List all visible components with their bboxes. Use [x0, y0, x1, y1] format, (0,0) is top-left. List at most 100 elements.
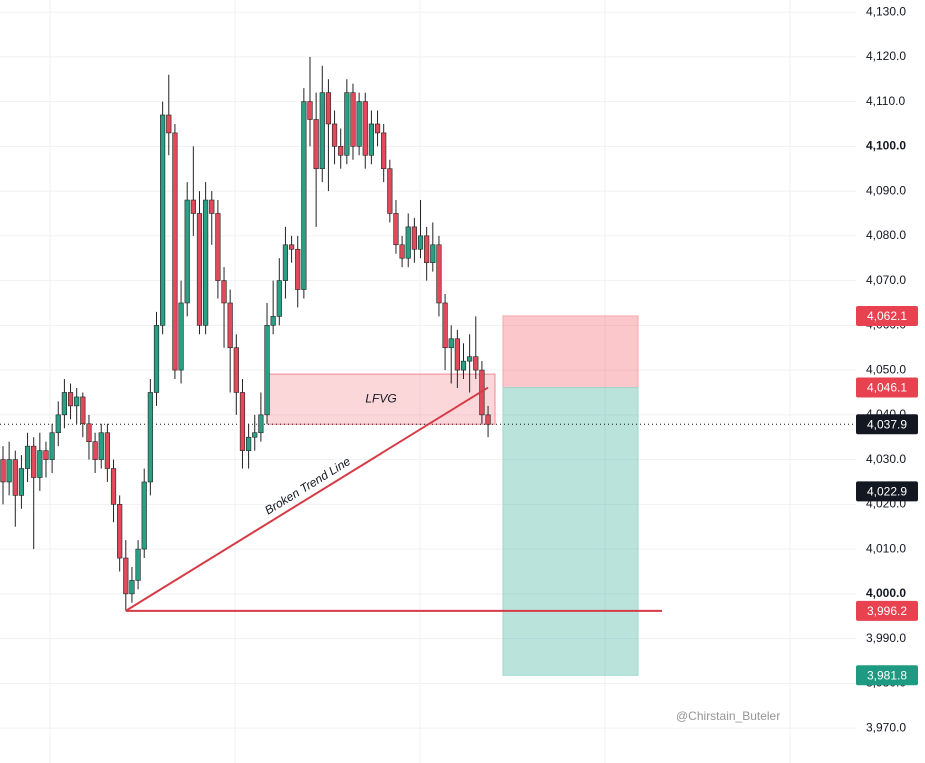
- candle-body: [387, 168, 393, 214]
- candle-body: [172, 132, 178, 371]
- candle-body: [442, 302, 448, 349]
- candle-body: [350, 92, 356, 147]
- candle-body: [295, 248, 301, 290]
- candle-body: [153, 325, 160, 393]
- candle-body: [276, 280, 282, 317]
- candle-body: [123, 557, 129, 595]
- candle-body: [178, 302, 184, 371]
- candle-body: [473, 356, 479, 371]
- candle-body: [374, 123, 381, 134]
- candle-body: [246, 436, 252, 451]
- y-tick-label: 4,070.0: [866, 273, 906, 287]
- candle-body: [356, 101, 362, 147]
- candle-body: [411, 226, 417, 250]
- candle-body: [381, 132, 387, 170]
- candle-body: [221, 280, 227, 304]
- candle-body: [31, 445, 37, 478]
- price-tag-label: 4,022.9: [867, 485, 907, 499]
- candle-body: [203, 199, 209, 326]
- candle-body: [49, 432, 55, 460]
- candle-body: [301, 101, 307, 290]
- candle-body: [307, 101, 313, 120]
- y-tick-label: 3,990.0: [866, 631, 906, 645]
- candle-body: [110, 468, 117, 505]
- price-tag-label: 3,981.8: [867, 668, 907, 682]
- candle-body: [233, 347, 239, 393]
- candle-body: [18, 468, 25, 496]
- y-tick-label: 4,050.0: [866, 362, 906, 376]
- price-tag: [856, 481, 918, 502]
- price-tag: [856, 600, 918, 621]
- price-tag: [856, 377, 918, 398]
- y-tick-label: 4,090.0: [866, 183, 906, 197]
- candle-body: [424, 235, 430, 263]
- candle-body: [264, 325, 270, 416]
- y-tick-label: 4,130.0: [866, 4, 906, 18]
- candle-body: [454, 338, 460, 371]
- watermark: @Chirstain_Buteler: [676, 709, 780, 723]
- candle-body: [37, 450, 43, 478]
- price-tag-label: 4,037.9: [867, 417, 907, 431]
- candle-body: [117, 504, 123, 559]
- candle-body: [43, 450, 49, 460]
- candle-body: [92, 441, 98, 460]
- candle-body: [270, 316, 276, 326]
- candle-body: [239, 392, 246, 451]
- y-tick-label: 4,010.0: [866, 541, 906, 555]
- candle-body: [331, 123, 338, 147]
- candle-body: [55, 414, 61, 434]
- candle-body: [135, 548, 141, 581]
- candle-body: [368, 123, 375, 156]
- candle-body: [74, 396, 80, 407]
- stop-zone: [502, 315, 639, 389]
- candle-body: [430, 244, 436, 263]
- candle-body: [67, 392, 74, 407]
- candle-body: [313, 119, 319, 170]
- price-tag-label: 4,062.1: [867, 309, 907, 323]
- candle-body: [0, 459, 6, 483]
- candle-body: [61, 392, 67, 416]
- candle-body: [104, 432, 110, 469]
- y-tick-label: 4,080.0: [866, 228, 906, 242]
- candle-body: [86, 423, 92, 442]
- candle-body: [209, 199, 215, 214]
- candle-body: [258, 414, 264, 434]
- candle-body: [417, 235, 424, 250]
- candle-body: [319, 92, 325, 170]
- candle-body: [6, 459, 12, 483]
- candle-body: [405, 226, 411, 259]
- candle-body: [215, 213, 221, 281]
- candle-body: [141, 481, 147, 550]
- candle-body: [393, 213, 399, 246]
- trend-line: [125, 386, 489, 612]
- candle-body: [448, 338, 454, 349]
- candle-body: [485, 414, 491, 425]
- price-tag: [856, 305, 918, 326]
- trend-line-label: Broken Trend Line: [262, 454, 353, 517]
- candle-body: [344, 92, 350, 156]
- candle-body: [24, 445, 31, 469]
- target-zone: [502, 387, 639, 676]
- candle-body: [80, 396, 86, 425]
- y-tick-label: 3,970.0: [866, 720, 906, 734]
- candle-body: [196, 213, 203, 326]
- y-tick-label: 4,030.0: [866, 452, 906, 466]
- candle-body: [129, 580, 135, 595]
- candle-body: [12, 459, 18, 496]
- candle-body: [160, 114, 166, 326]
- candle-body: [184, 199, 190, 304]
- candle-body: [467, 356, 473, 362]
- y-tick-label: 4,100.0: [866, 139, 906, 153]
- price-tag-label: 4,046.1: [867, 381, 907, 395]
- candle-body: [325, 92, 332, 125]
- price-tag-label: 3,996.2: [867, 604, 907, 618]
- candle-body: [147, 392, 153, 483]
- candle-body: [190, 199, 196, 214]
- candle-body: [436, 244, 442, 304]
- candle-body: [252, 432, 258, 438]
- candle-body: [98, 432, 104, 460]
- candle-body: [166, 114, 172, 134]
- y-tick-label: 4,120.0: [866, 49, 906, 63]
- candle-body: [282, 244, 289, 281]
